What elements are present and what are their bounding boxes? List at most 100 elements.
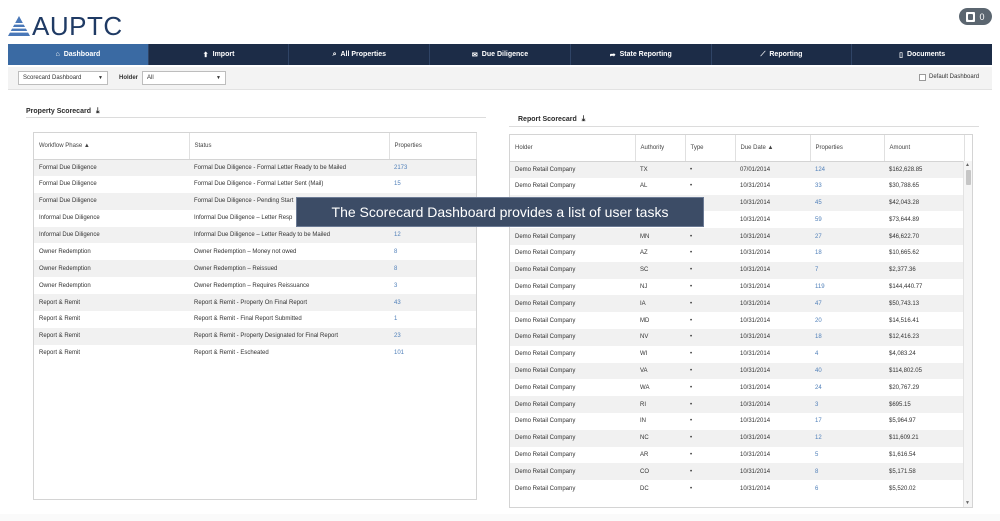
holder-cell: Demo Retail Company	[510, 463, 635, 481]
holder-cell: Demo Retail Company	[510, 345, 635, 363]
properties-count-link[interactable]: 59	[810, 211, 884, 229]
scroll-down-icon[interactable]: ▼	[965, 500, 970, 506]
nav-tab-documents[interactable]: ▯ Documents	[852, 44, 992, 65]
properties-count-link[interactable]: 23	[389, 327, 476, 345]
properties-count-link[interactable]: 7	[810, 261, 884, 279]
table-row[interactable]: Demo Retail Company NV • 10/31/2014 18 $12,41…	[510, 328, 964, 346]
properties-count-link[interactable]: 47	[810, 295, 884, 313]
properties-count-link[interactable]: 3	[810, 396, 884, 413]
amount-cell: $50,743.13	[884, 295, 964, 313]
table-row[interactable]: Demo Retail Company WA • 10/31/2014 24 $20,76…	[510, 379, 964, 397]
properties-count-link[interactable]: 8	[389, 260, 476, 278]
due-date-cell: 10/31/2014	[735, 379, 810, 397]
default-dashboard-checkbox[interactable]	[919, 74, 926, 81]
table-row[interactable]: Demo Retail Company SC • 10/31/2014 7 $2,377.…	[510, 261, 964, 279]
dashboard-select[interactable]: Scorecard Dashboard ▼	[18, 71, 108, 85]
vertical-scrollbar[interactable]: ▲ ▼	[963, 161, 972, 507]
table-row[interactable]: Report & Remit Report & Remit - Property …	[34, 294, 476, 312]
table-row[interactable]: Demo Retail Company RI • 10/31/2014 3 $695.15	[510, 396, 964, 413]
tutorial-caption: The Scorecard Dashboard provides a list …	[296, 197, 704, 227]
table-row[interactable]: Demo Retail Company TX • 07/01/2014 124 $162,…	[510, 161, 964, 178]
column-header[interactable]: Amount	[884, 135, 965, 162]
properties-count-link[interactable]: 101	[389, 344, 476, 362]
nav-tab-all-properties[interactable]: ⌕ All Properties	[289, 44, 431, 65]
nav-tab-import[interactable]: ⬆ Import	[149, 44, 290, 65]
nav-tab-label: State Reporting	[619, 51, 672, 58]
scroll-up-icon[interactable]: ▲	[965, 162, 970, 168]
table-row[interactable]: Demo Retail Company IN • 10/31/2014 17 $5,964…	[510, 412, 964, 430]
table-row[interactable]: Demo Retail Company WI • 10/31/2014 4 $4,083.…	[510, 345, 964, 363]
table-row[interactable]: Owner Redemption Owner Redemption – Money…	[34, 243, 476, 261]
properties-count-link[interactable]: 8	[810, 463, 884, 481]
table-row[interactable]: Demo Retail Company AL • 10/31/2014 33 $30,78…	[510, 177, 964, 195]
properties-count-link[interactable]: 17	[810, 412, 884, 430]
download-icon[interactable]: ⤓	[581, 114, 586, 123]
properties-count-link[interactable]: 20	[810, 312, 884, 329]
table-row[interactable]: Formal Due Diligence Formal Due Diligence…	[34, 175, 476, 193]
table-row[interactable]: Demo Retail Company VA • 10/31/2014 40 $114,8…	[510, 362, 964, 380]
due-date-cell: 10/31/2014	[735, 244, 810, 262]
holder-label: Holder	[119, 75, 139, 81]
type-cell: •	[685, 379, 735, 397]
workflow-phase-cell: Owner Redemption	[34, 243, 189, 261]
properties-count-link[interactable]: 5	[810, 446, 884, 464]
column-header[interactable]: Properties	[389, 133, 477, 160]
properties-count-link[interactable]: 12	[810, 429, 884, 447]
nav-tab-reporting[interactable]: ⟋ Reporting	[712, 44, 853, 65]
holder-select[interactable]: All ▼	[142, 71, 226, 85]
properties-count-link[interactable]: 45	[810, 194, 884, 212]
holder-cell: Demo Retail Company	[510, 396, 635, 413]
closed-caption-button[interactable]: 0	[959, 8, 992, 25]
properties-count-link[interactable]: 33	[810, 177, 884, 195]
properties-count-link[interactable]: 15	[389, 175, 476, 193]
column-header[interactable]: Type	[685, 135, 736, 162]
table-row[interactable]: Demo Retail Company MN • 10/31/2014 27 $46,62…	[510, 228, 964, 245]
properties-count-link[interactable]: 40	[810, 362, 884, 380]
table-row[interactable]: Demo Retail Company AZ • 10/31/2014 18 $10,66…	[510, 244, 964, 262]
properties-count-link[interactable]: 6	[810, 480, 884, 497]
column-header[interactable]: Workflow Phase ▲	[34, 133, 190, 160]
table-row[interactable]: Demo Retail Company IA • 10/31/2014 47 $50,74…	[510, 295, 964, 313]
table-row[interactable]: Demo Retail Company DC • 10/31/2014 6 $5,520.…	[510, 480, 964, 497]
scrollbar-thumb[interactable]	[966, 170, 971, 185]
table-row[interactable]: Demo Retail Company MD • 10/31/2014 20 $14,51…	[510, 312, 964, 329]
column-header[interactable]: Due Date ▲	[735, 135, 811, 162]
share-icon: ➦	[609, 51, 616, 59]
column-header[interactable]: Holder	[510, 135, 636, 162]
properties-count-link[interactable]: 18	[810, 244, 884, 262]
properties-count-link[interactable]: 3	[389, 277, 476, 295]
column-header[interactable]: Authority	[635, 135, 686, 162]
properties-count-link[interactable]: 12	[389, 226, 476, 244]
download-icon[interactable]: ⤓	[95, 106, 100, 115]
column-header[interactable]: Properties	[810, 135, 885, 162]
nav-tab-due-diligence[interactable]: ✉ Due Diligence	[430, 44, 571, 65]
table-row[interactable]: Owner Redemption Owner Redemption – Requi…	[34, 277, 476, 295]
nav-tab-state-reporting[interactable]: ➦ State Reporting	[571, 44, 712, 65]
properties-count-link[interactable]: 124	[810, 161, 884, 178]
table-row[interactable]: Owner Redemption Owner Redemption – Reiss…	[34, 260, 476, 278]
table-row[interactable]: Informal Due Diligence Informal Due Dilig…	[34, 226, 476, 244]
properties-count-link[interactable]: 43	[389, 294, 476, 312]
table-row[interactable]: Demo Retail Company NC • 10/31/2014 12 $11,60…	[510, 429, 964, 447]
properties-count-link[interactable]: 119	[810, 278, 884, 296]
table-row[interactable]: Demo Retail Company CO • 10/31/2014 8 $5,171.…	[510, 463, 964, 481]
properties-count-link[interactable]: 18	[810, 328, 884, 346]
nav-tab-label: Due Diligence	[481, 51, 529, 58]
table-row[interactable]: Demo Retail Company NJ • 10/31/2014 119 $144,…	[510, 278, 964, 296]
properties-count-link[interactable]: 2173	[389, 159, 476, 176]
properties-count-link[interactable]: 8	[389, 243, 476, 261]
table-row[interactable]: Report & Remit Report & Remit - Property …	[34, 327, 476, 345]
authority-cell: NV	[635, 328, 685, 346]
workflow-phase-cell: Informal Due Diligence	[34, 226, 189, 244]
table-row[interactable]: Report & Remit Report & Remit - Escheated…	[34, 344, 476, 362]
properties-count-link[interactable]: 24	[810, 379, 884, 397]
table-row[interactable]: Formal Due Diligence Formal Due Diligence…	[34, 159, 476, 176]
table-row[interactable]: Report & Remit Report & Remit - Final Rep…	[34, 311, 476, 328]
nav-tab-dashboard[interactable]: ⌂ Dashboard	[8, 44, 149, 65]
properties-count-link[interactable]: 1	[389, 311, 476, 328]
column-header[interactable]: Status	[189, 133, 390, 160]
properties-count-link[interactable]: 27	[810, 228, 884, 245]
auptc-logo: AUPTC	[8, 11, 123, 41]
table-row[interactable]: Demo Retail Company AR • 10/31/2014 5 $1,616.…	[510, 446, 964, 464]
properties-count-link[interactable]: 4	[810, 345, 884, 363]
